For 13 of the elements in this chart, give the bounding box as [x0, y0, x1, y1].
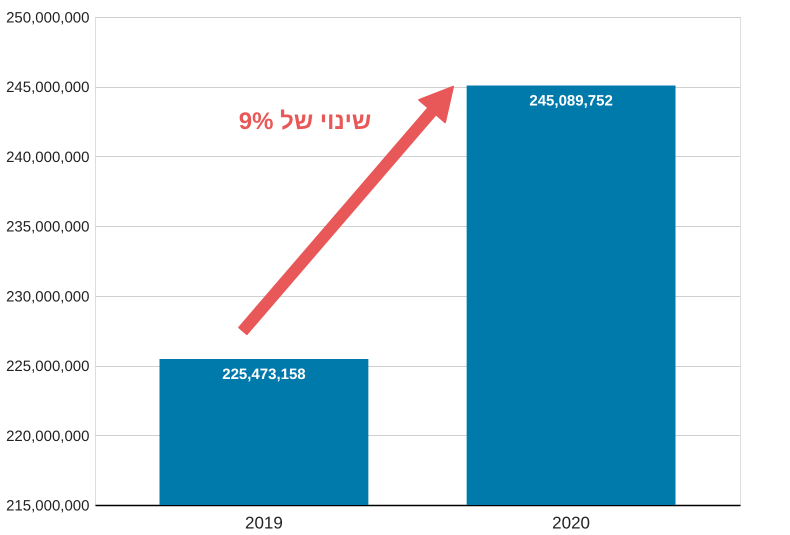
y-tick-label: 245,000,000 [6, 79, 90, 96]
y-tick-label: 250,000,000 [6, 10, 90, 26]
y-tick-label: 230,000,000 [6, 288, 90, 306]
x-tick-label: 2019 [245, 514, 283, 532]
x-tick-label: 2020 [552, 514, 590, 532]
y-tick-label: 220,000,000 [6, 428, 90, 445]
y-tick-label: 215,000,000 [6, 498, 90, 514]
y-tick-label: 235,000,000 [6, 218, 90, 236]
y-tick-label: 225,000,000 [6, 358, 90, 376]
y-tick-label: 240,000,000 [6, 148, 90, 166]
data-label: 245,089,752 [529, 92, 613, 110]
data-label: 225,473,158 [222, 366, 306, 383]
annotation: שינוי של 9% [238, 108, 372, 135]
